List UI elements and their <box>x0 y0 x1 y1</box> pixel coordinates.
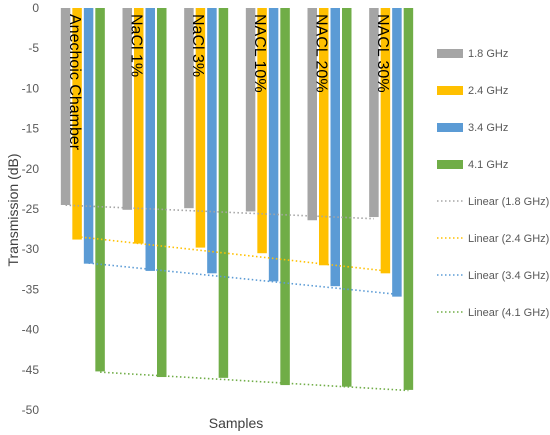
bar <box>145 8 155 271</box>
bar <box>122 8 132 210</box>
y-tick-label: -15 <box>22 122 40 136</box>
bar <box>134 8 144 244</box>
bar <box>342 8 352 387</box>
bar <box>72 8 82 240</box>
bar <box>380 8 391 274</box>
y-tick-label: -45 <box>22 363 40 377</box>
legend-swatch <box>437 49 463 58</box>
trendline <box>65 204 374 220</box>
bar <box>319 8 329 266</box>
category-label: Anechoic Chamber <box>66 14 83 151</box>
bar <box>307 8 317 221</box>
bar <box>95 8 105 372</box>
bar <box>184 8 194 209</box>
legend-swatch <box>437 86 463 95</box>
bar <box>60 8 71 205</box>
category-label: NACL 30% <box>374 14 391 93</box>
legend-label: Linear (1.8 GHz) <box>468 196 549 208</box>
y-tick-label: -20 <box>22 162 40 176</box>
legend-label: 4.1 GHz <box>468 159 508 171</box>
legend-label: 3.4 GHz <box>468 122 508 134</box>
y-tick-label: -5 <box>28 41 39 55</box>
legend-label: 2.4 GHz <box>468 85 508 97</box>
bar <box>403 8 414 390</box>
trendline <box>100 371 409 392</box>
y-tick-label: -10 <box>22 81 40 95</box>
bar <box>245 8 256 212</box>
bar <box>207 8 217 274</box>
y-tick-label: 0 <box>32 1 39 15</box>
bar <box>157 8 167 378</box>
bar <box>392 8 402 297</box>
legend-swatch <box>437 160 463 169</box>
bar <box>369 8 379 218</box>
x-axis-title: Samples <box>209 415 263 431</box>
bar <box>218 8 229 378</box>
y-tick-label: -50 <box>22 403 40 417</box>
bar <box>257 8 267 254</box>
category-label: NACL 20% <box>313 14 330 93</box>
legend-label: 1.8 GHz <box>468 48 508 60</box>
category-label: NACL 10% <box>251 14 268 93</box>
bar <box>83 8 94 264</box>
bar <box>330 8 340 287</box>
y-axis-title: Transmission (dB) <box>5 153 21 266</box>
category-label: NaCl 1% <box>128 14 145 77</box>
y-tick-label: -25 <box>22 202 40 216</box>
bar <box>268 8 279 282</box>
category-label: NaCl 3% <box>189 14 206 77</box>
legend-label: Linear (3.4 GHz) <box>468 270 549 282</box>
y-tick-label: -35 <box>22 282 40 296</box>
bar <box>195 8 206 248</box>
bar <box>280 8 290 386</box>
legend-label: Linear (2.4 GHz) <box>468 233 549 245</box>
legend-swatch <box>437 123 463 132</box>
legend-label: Linear (4.1 GHz) <box>468 307 549 319</box>
y-tick-label: -30 <box>22 242 40 256</box>
y-tick-label: -40 <box>22 323 40 337</box>
